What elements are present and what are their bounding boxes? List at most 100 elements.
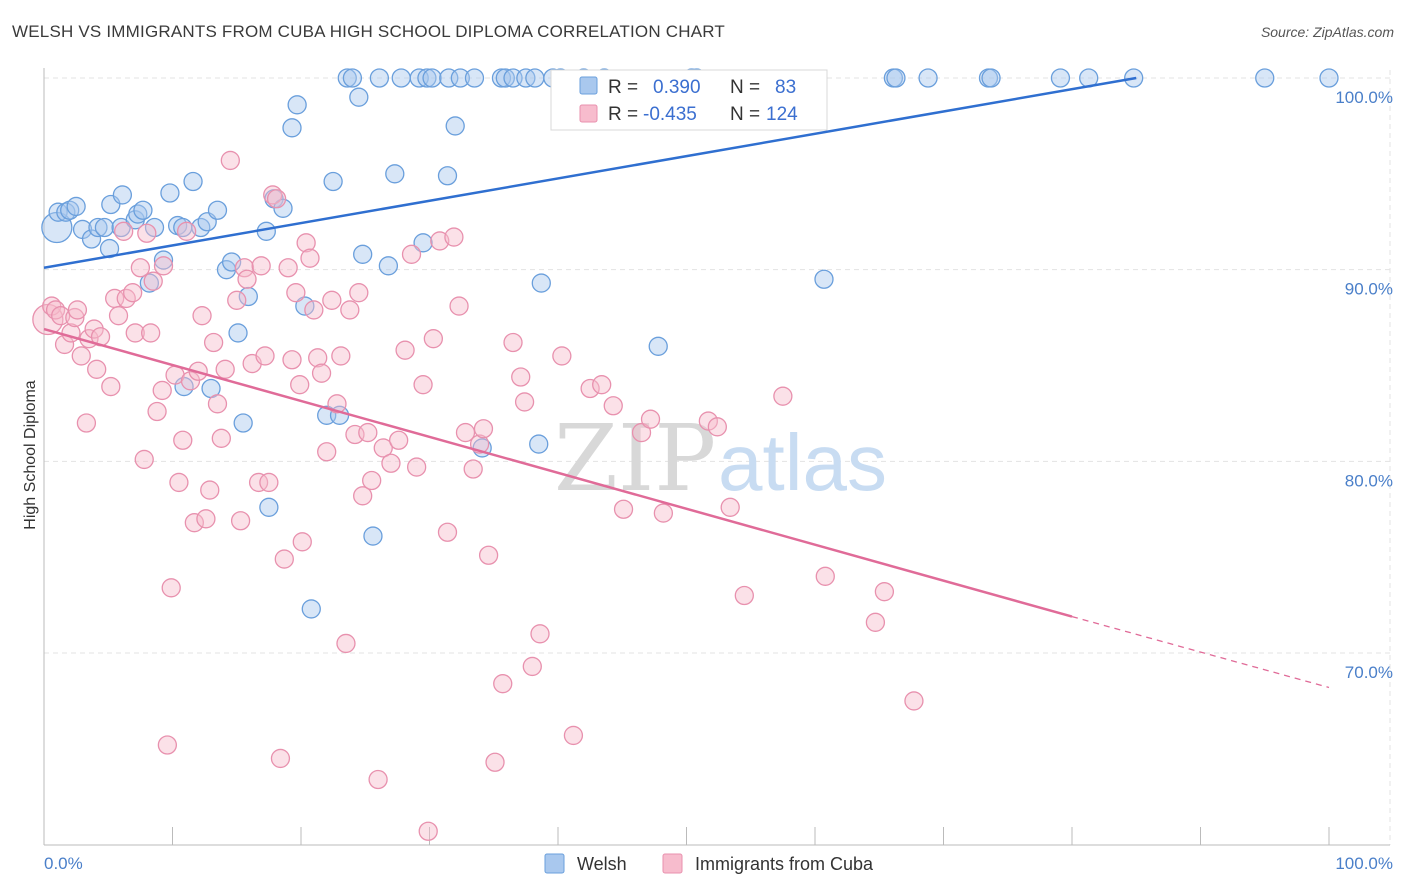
cuba-n-value: 124	[766, 104, 798, 125]
cuba-trend-extension	[1071, 615, 1330, 689]
welsh-point-60	[450, 68, 470, 88]
cuba-point-43	[220, 150, 240, 171]
cuba-point-27	[157, 735, 178, 755]
welsh-trend-line	[43, 76, 1137, 269]
cuba-point-71	[336, 633, 356, 654]
cuba-point-117	[865, 612, 886, 632]
welsh-point-51	[385, 164, 405, 184]
cuba-point-119	[904, 691, 924, 711]
cuba-point-22	[137, 223, 157, 243]
cuba-point-68	[322, 290, 342, 310]
welsh-point-19	[160, 183, 180, 203]
cuba-point-79	[373, 438, 393, 458]
welsh-point-37	[282, 118, 302, 138]
cuba-point-103	[563, 725, 584, 746]
x-tick-label-min: 0.0%	[44, 854, 83, 873]
cuba-point-41	[211, 428, 231, 448]
welsh-point-83	[1050, 68, 1071, 88]
cuba-point-47	[237, 269, 257, 289]
y-tick-label-80: 80.0%	[1345, 471, 1393, 490]
cuba-point-2	[45, 300, 66, 320]
cuba-point-76	[358, 422, 378, 443]
welsh-point-7	[88, 217, 108, 238]
cuba-point-23	[141, 323, 161, 343]
cuba-point-11	[87, 359, 107, 379]
cuba-point-90	[444, 227, 464, 247]
y-tick-labels: 70.0% 80.0% 90.0% 100.0%	[1335, 88, 1393, 682]
source-label: Source: ZipAtlas.com	[1260, 24, 1394, 40]
welsh-point-59	[445, 116, 465, 136]
cuba-legend-swatch	[579, 104, 598, 123]
welsh-point-86	[1255, 68, 1275, 88]
cuba-point-40	[207, 394, 228, 414]
cuba-point-63	[300, 248, 320, 268]
cuba-point-95	[478, 545, 499, 565]
cuba-point-51	[255, 346, 275, 366]
cuba-point-92	[455, 422, 476, 443]
y-axis-label: High School Diploma	[22, 380, 39, 530]
cuba-point-88	[430, 231, 450, 251]
cuba-legend-label: Immigrants from Cuba	[695, 854, 874, 874]
welsh-point-49	[369, 68, 390, 88]
cuba-point-114	[734, 585, 754, 606]
cuba-point-84	[406, 457, 427, 477]
cuba-point-6	[65, 307, 85, 328]
cuba-point-32	[176, 221, 197, 241]
cuba-point-25	[147, 401, 167, 422]
cuba-point-19	[125, 323, 145, 343]
cuba-point-89	[437, 522, 458, 542]
welsh-point-23	[183, 171, 203, 192]
gridlines	[44, 70, 1391, 845]
cuba-point-113	[720, 497, 740, 517]
cuba-point-87	[423, 329, 444, 349]
cuba-point-66	[311, 363, 332, 383]
cuba-point-99	[511, 367, 531, 387]
cuba-trend-line	[43, 327, 1073, 618]
cuba-point-36	[192, 306, 212, 326]
welsh-point-50	[378, 256, 399, 276]
cuba-point-85	[413, 375, 433, 395]
cuba-point-65	[308, 348, 328, 368]
cuba-point-55	[270, 748, 291, 769]
watermark: ZIP atlas	[554, 405, 887, 512]
cuba-point-108	[631, 422, 652, 443]
cuba-point-64	[304, 300, 324, 320]
welsh-point-61	[464, 68, 485, 88]
cuba-point-118	[874, 582, 895, 602]
cuba-point-28	[161, 578, 181, 598]
welsh-point-42	[323, 171, 343, 192]
cuba-point-49	[248, 472, 269, 493]
welsh-point-36	[273, 198, 293, 218]
welsh-point-44	[337, 68, 357, 88]
cuba-point-97	[493, 674, 513, 694]
welsh-legend-label: Welsh	[577, 854, 627, 874]
cuba-point-39	[203, 332, 224, 353]
welsh-r-value: 0.390	[653, 77, 701, 98]
cuba-point-30	[169, 472, 189, 493]
cuba-point-13	[101, 376, 121, 397]
welsh-point-38	[287, 95, 307, 115]
series-legend: Welsh Immigrants from Cuba	[544, 853, 874, 874]
welsh-n-label: N =	[730, 77, 760, 98]
stats-legend: R = 0.390 N = 83 R = -0.435 N = 124	[550, 69, 828, 131]
cuba-point-8	[76, 413, 97, 433]
cuba-point-106	[603, 396, 623, 416]
cuba-point-26	[153, 256, 174, 276]
welsh-point-47	[353, 244, 373, 264]
cuba-r-label: R =	[608, 104, 638, 125]
welsh-point-18	[153, 250, 174, 270]
welsh-point-31	[233, 413, 253, 433]
welsh-point-32	[238, 286, 258, 307]
cuba-point-121	[152, 380, 172, 401]
y-tick-label-70: 70.0%	[1345, 663, 1393, 682]
cuba-point-83	[401, 244, 422, 264]
cuba-point-44	[227, 290, 247, 310]
cuba-point-37	[196, 509, 216, 529]
welsh-point-6	[81, 229, 102, 249]
cuba-point-57	[278, 258, 298, 278]
welsh-point-54	[413, 233, 433, 253]
cuba-point-67	[317, 442, 337, 462]
cuba-point-61	[292, 532, 312, 552]
cuba-point-24	[143, 271, 163, 291]
